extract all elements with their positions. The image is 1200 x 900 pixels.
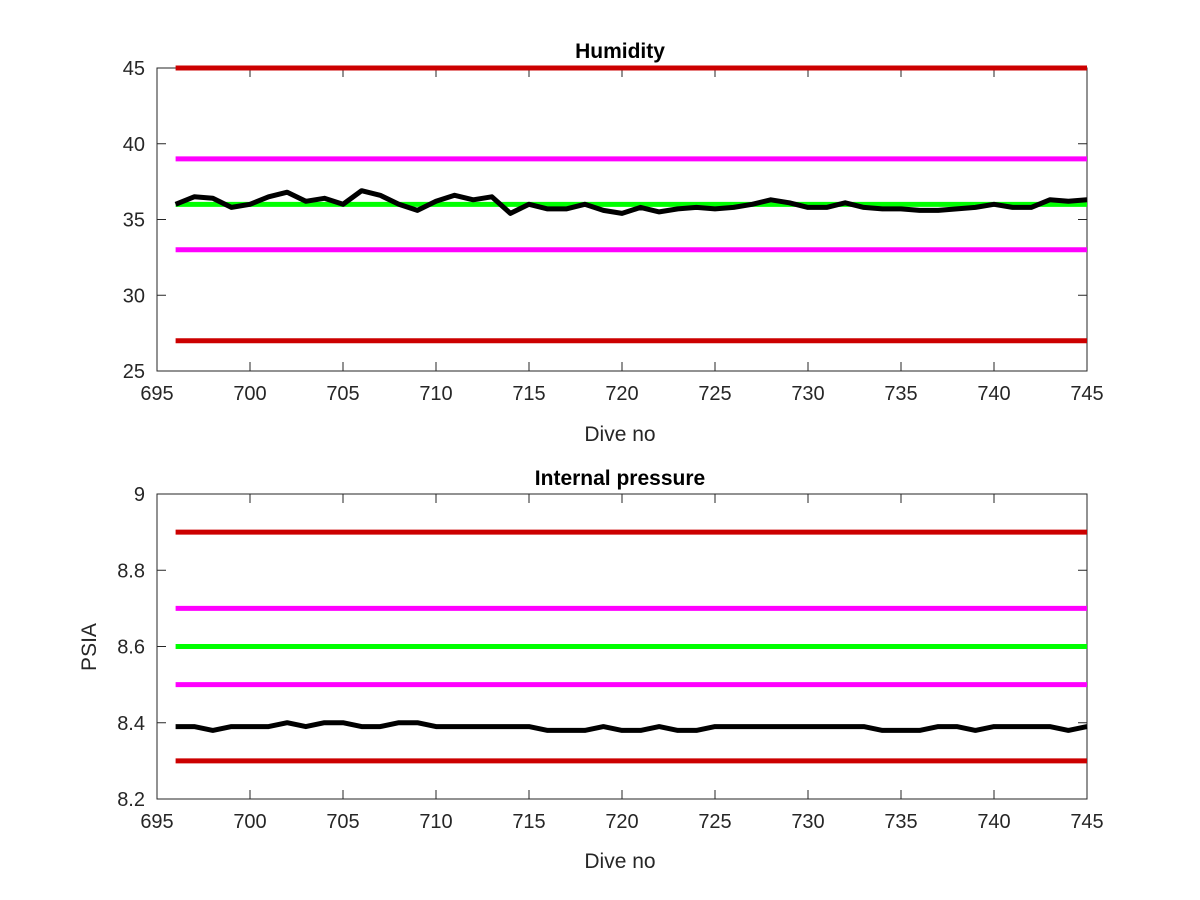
y-tick-label: 40 (123, 134, 145, 156)
x-tick-label: 725 (698, 811, 731, 833)
y-axis-label: PSIA (78, 623, 101, 671)
y-tick-label: 35 (123, 210, 145, 232)
plot-area (156, 67, 1088, 372)
humidity-chart: 695 700 705 710 715 720 725 730 735 740 745 25 30 35 4… (123, 40, 1104, 446)
x-tick-label: 735 (884, 811, 917, 833)
x-tick-label: 710 (419, 383, 452, 405)
x-tick-label: 715 (512, 383, 545, 405)
series-line (174, 188, 1088, 216)
x-tick-label: 720 (605, 811, 638, 833)
chart-title: Humidity (575, 40, 665, 63)
y-tick-label: 8.6 (117, 637, 145, 659)
internal-pressure-chart: 695 700 705 710 715 720 725 730 735 740 745 8.2 8.4 8… (78, 467, 1104, 873)
chart-title: Internal pressure (535, 467, 705, 490)
x-tick-label: 745 (1070, 811, 1103, 833)
x-tick-label: 710 (419, 811, 452, 833)
y-tick-label: 9 (134, 484, 145, 506)
x-tick-label: 745 (1070, 383, 1103, 405)
x-tick-label: 700 (233, 811, 266, 833)
x-tick-label: 735 (884, 383, 917, 405)
x-tick-label: 715 (512, 811, 545, 833)
series-line (175, 720, 1088, 733)
x-tick-label: 740 (977, 383, 1010, 405)
x-tick-label: 730 (791, 383, 824, 405)
x-tick-label: 730 (791, 811, 824, 833)
y-tick-label: 30 (123, 285, 145, 307)
x-tick-label: 725 (698, 383, 731, 405)
x-axis-label: Dive no (584, 850, 655, 873)
x-tick-label: 705 (326, 811, 359, 833)
y-tick-label: 8.2 (117, 789, 145, 811)
y-tick-label: 25 (123, 361, 145, 383)
x-tick-label: 740 (977, 811, 1010, 833)
x-axis-label: Dive no (584, 423, 655, 446)
y-tick-label: 8.8 (117, 560, 145, 582)
x-tick-label: 700 (233, 383, 266, 405)
x-tick-label: 695 (140, 383, 173, 405)
x-tick-label: 695 (140, 811, 173, 833)
y-tick-label: 45 (123, 58, 145, 80)
x-tick-label: 720 (605, 383, 638, 405)
y-tick-label: 8.4 (117, 713, 145, 735)
x-tick-label: 705 (326, 383, 359, 405)
